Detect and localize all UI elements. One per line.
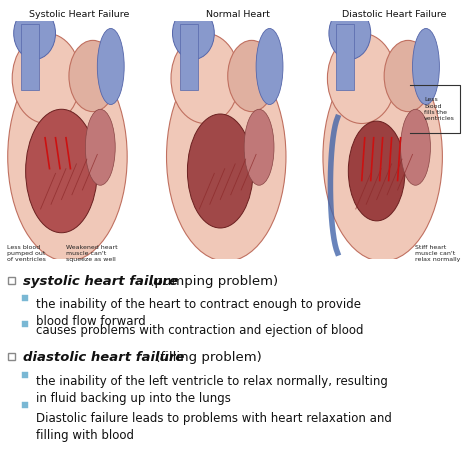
Ellipse shape: [328, 33, 396, 124]
Ellipse shape: [14, 7, 55, 59]
Ellipse shape: [384, 40, 432, 112]
Bar: [337, 24, 354, 90]
Ellipse shape: [26, 109, 97, 233]
Ellipse shape: [412, 28, 439, 104]
Ellipse shape: [187, 114, 253, 228]
Bar: [22, 294, 28, 301]
Text: Normal Heart: Normal Heart: [206, 10, 270, 19]
Ellipse shape: [173, 7, 214, 59]
Ellipse shape: [69, 40, 117, 112]
Text: systolic heart failure: systolic heart failure: [23, 275, 178, 287]
Ellipse shape: [323, 52, 442, 261]
Text: Systolic Heart Failure: Systolic Heart Failure: [29, 10, 129, 19]
Bar: [22, 321, 28, 327]
Ellipse shape: [97, 28, 124, 104]
Bar: [22, 372, 28, 378]
Bar: [8, 276, 15, 284]
Text: causes problems with contraction and ejection of blood: causes problems with contraction and eje…: [36, 323, 364, 337]
Bar: [8, 353, 15, 360]
Ellipse shape: [329, 7, 371, 59]
Ellipse shape: [171, 33, 240, 124]
Ellipse shape: [244, 109, 274, 185]
Ellipse shape: [12, 33, 81, 124]
Ellipse shape: [256, 28, 283, 104]
Text: (pumping problem): (pumping problem): [145, 275, 278, 287]
Ellipse shape: [228, 40, 275, 112]
Bar: [21, 24, 39, 90]
Ellipse shape: [348, 121, 405, 221]
Bar: [180, 24, 198, 90]
Text: the inability of the left ventricle to relax normally, resulting
in fluid backin: the inability of the left ventricle to r…: [36, 375, 388, 405]
Text: Diastolic failure leads to problems with heart relaxation and
filling with blood: Diastolic failure leads to problems with…: [36, 412, 392, 442]
Text: (filling problem): (filling problem): [151, 351, 261, 364]
Text: Stiff heart
muscle can't
relax normally: Stiff heart muscle can't relax normally: [415, 245, 460, 262]
Ellipse shape: [8, 52, 127, 261]
Ellipse shape: [166, 52, 286, 261]
Text: the inability of the heart to contract enough to provide
blood flow forward: the inability of the heart to contract e…: [36, 298, 361, 328]
Text: diastolic heart failure: diastolic heart failure: [23, 351, 184, 364]
Text: Less blood
pumped out
of ventricles: Less blood pumped out of ventricles: [7, 245, 46, 262]
Ellipse shape: [401, 109, 430, 185]
Text: Weakened heart
muscle can't
squeeze as well: Weakened heart muscle can't squeeze as w…: [66, 245, 118, 262]
Text: Diastolic Heart Failure: Diastolic Heart Failure: [342, 10, 447, 19]
Ellipse shape: [85, 109, 115, 185]
Text: Less
blood
fills the
ventricles: Less blood fills the ventricles: [424, 97, 455, 121]
Bar: [22, 402, 28, 408]
